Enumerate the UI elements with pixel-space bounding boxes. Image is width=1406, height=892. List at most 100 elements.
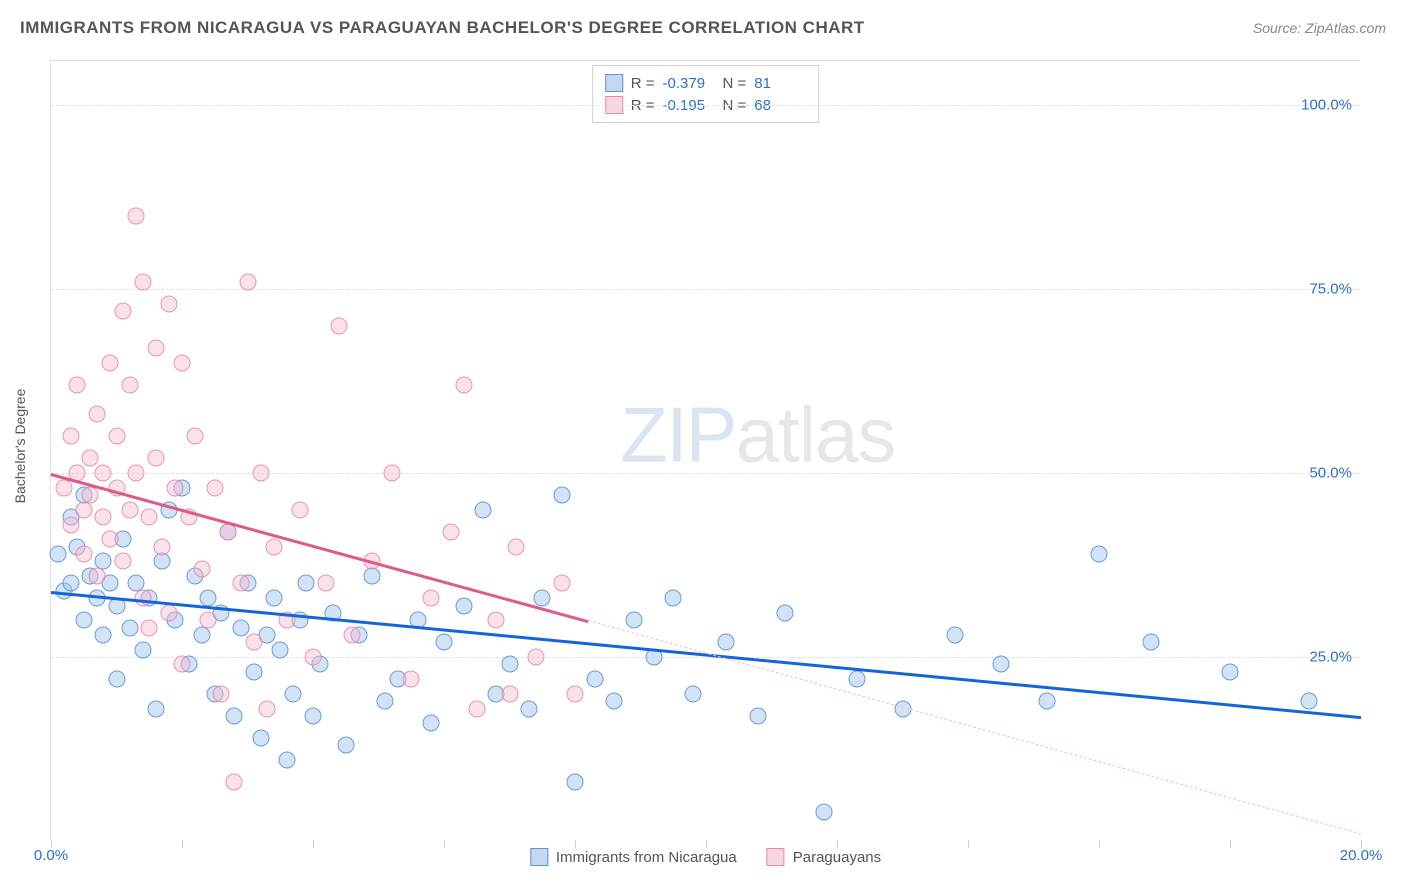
data-point <box>56 479 73 496</box>
legend-label: Paraguayans <box>793 849 881 866</box>
data-point <box>200 612 217 629</box>
data-point <box>75 546 92 563</box>
data-point <box>337 737 354 754</box>
data-point <box>154 538 171 555</box>
legend-item: Paraguayans <box>767 848 881 866</box>
correlation-stats-box: R =-0.379N =81R =-0.195N =68 <box>592 65 820 123</box>
legend-item: Immigrants from Nicaragua <box>530 848 737 866</box>
data-point <box>625 612 642 629</box>
data-point <box>232 619 249 636</box>
data-point <box>1300 693 1317 710</box>
x-tick-mark <box>706 840 707 848</box>
data-point <box>147 339 164 356</box>
data-point <box>141 619 158 636</box>
data-point <box>475 501 492 518</box>
data-point <box>422 590 439 607</box>
data-point <box>62 428 79 445</box>
data-point <box>305 707 322 724</box>
data-point <box>193 560 210 577</box>
data-point <box>108 428 125 445</box>
data-point <box>442 523 459 540</box>
data-point <box>95 465 112 482</box>
x-tick-label: 0.0% <box>34 847 68 864</box>
data-point <box>1038 693 1055 710</box>
data-point <box>75 612 92 629</box>
y-tick-label: 25.0% <box>1309 649 1352 666</box>
data-point <box>521 700 538 717</box>
watermark-part1: ZIP <box>620 390 735 478</box>
data-point <box>252 729 269 746</box>
data-point <box>69 376 86 393</box>
gridline <box>51 657 1360 658</box>
data-point <box>75 501 92 518</box>
data-point <box>174 656 191 673</box>
data-point <box>160 604 177 621</box>
data-point <box>200 590 217 607</box>
data-point <box>534 590 551 607</box>
data-point <box>848 671 865 688</box>
data-point <box>992 656 1009 673</box>
data-point <box>95 626 112 643</box>
x-tick-mark <box>575 840 576 848</box>
chart-title: IMMIGRANTS FROM NICARAGUA VS PARAGUAYAN … <box>20 18 865 38</box>
data-point <box>508 538 525 555</box>
data-point <box>265 590 282 607</box>
data-point <box>232 575 249 592</box>
data-point <box>134 590 151 607</box>
data-point <box>436 634 453 651</box>
n-label: N = <box>723 75 747 92</box>
x-tick-mark <box>182 840 183 848</box>
data-point <box>455 376 472 393</box>
y-tick-label: 100.0% <box>1301 97 1352 114</box>
data-point <box>265 538 282 555</box>
r-value: -0.379 <box>663 75 715 92</box>
data-point <box>88 406 105 423</box>
data-point <box>246 663 263 680</box>
data-point <box>488 612 505 629</box>
data-point <box>527 649 544 666</box>
data-point <box>363 568 380 585</box>
data-point <box>665 590 682 607</box>
data-point <box>586 671 603 688</box>
data-point <box>1222 663 1239 680</box>
scatter-chart: ZIPatlas R =-0.379N =81R =-0.195N =68 Im… <box>50 60 1360 840</box>
data-point <box>318 575 335 592</box>
data-point <box>246 634 263 651</box>
data-point <box>219 523 236 540</box>
data-point <box>383 465 400 482</box>
x-tick-mark <box>837 840 838 848</box>
data-point <box>167 479 184 496</box>
data-point <box>226 707 243 724</box>
data-point <box>141 509 158 526</box>
legend-label: Immigrants from Nicaragua <box>556 849 737 866</box>
data-point <box>291 501 308 518</box>
data-point <box>1143 634 1160 651</box>
data-point <box>134 641 151 658</box>
data-point <box>717 634 734 651</box>
x-tick-mark <box>444 840 445 848</box>
data-point <box>455 597 472 614</box>
gridline <box>51 473 1360 474</box>
y-axis-label: Bachelor's Degree <box>12 389 28 504</box>
x-tick-mark <box>1230 840 1231 848</box>
data-point <box>684 685 701 702</box>
data-point <box>187 428 204 445</box>
data-point <box>344 626 361 643</box>
data-point <box>134 273 151 290</box>
n-value: 81 <box>754 75 806 92</box>
data-point <box>193 626 210 643</box>
data-point <box>501 685 518 702</box>
data-point <box>82 487 99 504</box>
data-point <box>174 354 191 371</box>
y-tick-label: 75.0% <box>1309 281 1352 298</box>
legend-swatch <box>605 74 623 92</box>
data-point <box>606 693 623 710</box>
data-point <box>226 774 243 791</box>
x-tick-label: 20.0% <box>1340 847 1383 864</box>
data-point <box>206 479 223 496</box>
data-point <box>272 641 289 658</box>
data-point <box>101 354 118 371</box>
r-label: R = <box>631 75 655 92</box>
data-point <box>88 568 105 585</box>
gridline <box>51 105 1360 106</box>
